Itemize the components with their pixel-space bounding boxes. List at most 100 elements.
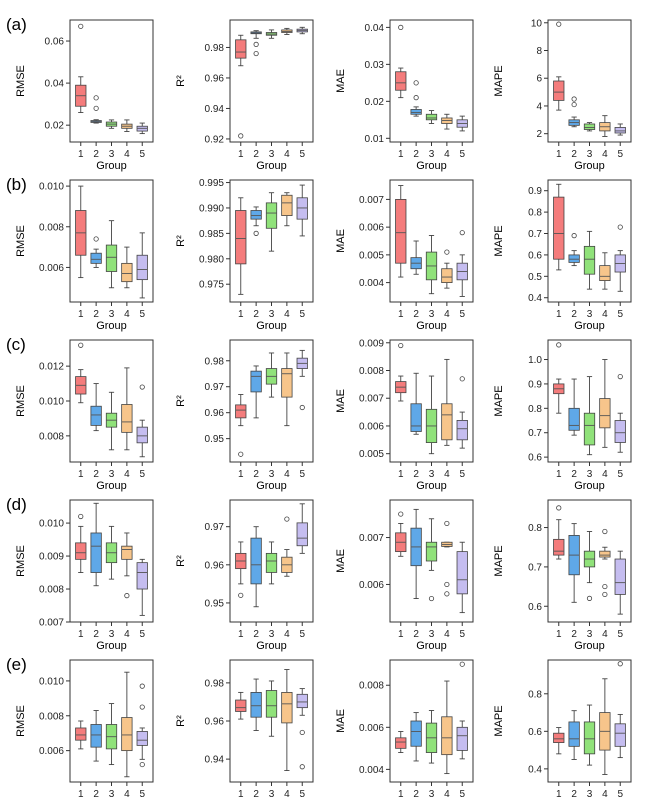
box <box>136 731 148 746</box>
box-group-5 <box>456 661 468 760</box>
outlier-point <box>398 511 404 517</box>
box <box>395 737 407 749</box>
box <box>553 732 565 743</box>
box <box>281 194 293 216</box>
box <box>456 726 468 751</box>
outlier-point <box>459 661 465 667</box>
box-group-5 <box>456 376 468 449</box>
x-tick-label: 5 <box>459 309 465 320</box>
box-group-3 <box>583 531 596 601</box>
box <box>425 113 438 121</box>
box-group-1 <box>395 731 407 754</box>
row-label: (b) <box>6 175 27 194</box>
box-group-3 <box>583 704 596 766</box>
x-tick-label: 3 <box>109 789 115 800</box>
box-group-4 <box>281 516 293 577</box>
y-tick-label: 0.010 <box>39 397 64 408</box>
y-tick-label: 1.0 <box>528 355 542 366</box>
box <box>456 420 468 441</box>
x-tick-label: 5 <box>299 469 305 480</box>
box-group-3 <box>105 119 118 129</box>
x-axis-label: Group <box>574 480 605 492</box>
y-tick-label: 0.98 <box>205 678 225 689</box>
box-group-2 <box>410 80 422 117</box>
x-tick-label: 4 <box>444 309 450 320</box>
y-axis-label: RMSE <box>15 225 27 257</box>
box <box>568 254 580 263</box>
x-tick-label: 3 <box>429 149 435 160</box>
box-group-5 <box>614 661 626 759</box>
x-tick-label: 1 <box>238 469 244 480</box>
outlier-point <box>617 373 623 380</box>
box-group-4 <box>441 520 453 597</box>
y-tick-label: 0.006 <box>39 746 64 757</box>
box <box>583 123 596 130</box>
y-tick-label: 0.02 <box>45 121 65 132</box>
x-tick-label: 2 <box>253 789 259 800</box>
x-tick-label: 5 <box>459 149 465 160</box>
y-tick-label: 0.009 <box>359 338 384 349</box>
y-tick-label: 0.010 <box>39 519 64 530</box>
y-tick-label: 0.7 <box>528 229 542 240</box>
x-tick-label: 1 <box>556 309 562 320</box>
box-group-3 <box>265 541 278 585</box>
box <box>250 537 262 585</box>
x-tick-label: 2 <box>93 789 99 800</box>
box <box>121 262 133 283</box>
x-tick-label: 4 <box>284 149 290 160</box>
x-axis-label: Group <box>416 160 447 172</box>
box-group-5 <box>456 541 468 614</box>
x-tick-label: 1 <box>78 629 84 640</box>
box <box>583 412 596 446</box>
x-axis-label: Group <box>256 320 287 332</box>
panel-d-rmse: (d) 0.007 0.008 0.009 0.010 RMSE 1 2 3 4 5 Group <box>6 495 154 652</box>
box <box>614 558 626 595</box>
y-tick-label: 8 <box>536 46 542 57</box>
x-tick-label: 5 <box>139 789 145 800</box>
y-tick-label: 0.8 <box>528 404 542 415</box>
box-group-1 <box>75 342 87 404</box>
outlier-point <box>444 581 450 588</box>
box-group-1 <box>75 23 87 114</box>
x-tick-label: 3 <box>429 309 435 320</box>
panel-c-rmse: (c) 0.008 0.010 0.012 RMSE 1 2 3 4 5 Group <box>6 335 154 492</box>
y-axis-label: RMSE <box>15 705 27 737</box>
x-tick-label: 4 <box>444 149 450 160</box>
box-group-1 <box>395 511 407 557</box>
outlier-point <box>238 451 244 457</box>
y-tick-label: 0.06 <box>45 37 65 48</box>
box-group-1 <box>75 185 87 279</box>
box-group-5 <box>136 558 148 616</box>
y-tick-label: 0.03 <box>365 60 385 71</box>
box-group-5 <box>296 349 308 411</box>
x-tick-label: 5 <box>139 629 145 640</box>
outlier-point <box>93 236 99 242</box>
x-tick-label: 3 <box>269 309 275 320</box>
x-tick-label: 5 <box>459 469 465 480</box>
box <box>235 210 247 265</box>
y-axis-label: MAPE <box>493 705 505 736</box>
x-tick-label: 3 <box>269 629 275 640</box>
outlier-point <box>139 761 145 768</box>
box-group-4 <box>441 680 453 775</box>
outlier-point <box>139 384 145 390</box>
x-tick-label: 5 <box>139 149 145 160</box>
box <box>235 404 247 419</box>
box-group-3 <box>265 352 278 398</box>
x-tick-label: 5 <box>617 789 623 800</box>
box <box>296 693 308 709</box>
box-group-2 <box>250 678 262 731</box>
x-axis-label: Group <box>256 480 287 492</box>
x-tick-label: 5 <box>617 629 623 640</box>
x-tick-label: 3 <box>109 629 115 640</box>
outlier-point <box>602 583 608 590</box>
x-tick-label: 3 <box>269 789 275 800</box>
y-tick-label: 0.94 <box>205 755 225 766</box>
box-group-1 <box>395 185 407 278</box>
box <box>265 552 278 573</box>
outlier-point <box>78 23 84 29</box>
box <box>599 398 611 429</box>
y-tick-label: 0.95 <box>205 434 225 445</box>
